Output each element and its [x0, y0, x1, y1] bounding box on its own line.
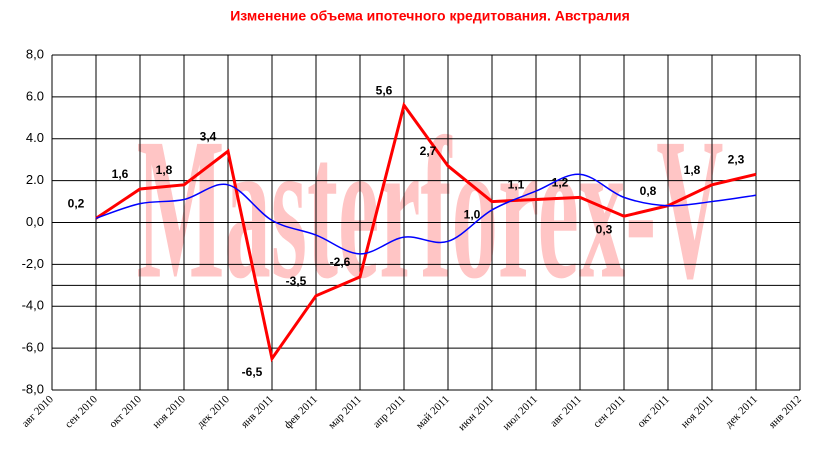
x-tick-label: авг 2011 — [548, 393, 584, 429]
x-tick-label: янв 2011 — [239, 393, 276, 430]
data-label: 3,4 — [200, 129, 217, 143]
x-tick-label: дек 2010 — [195, 393, 233, 431]
data-label: 5,6 — [376, 83, 393, 97]
x-tick-label: окт 2010 — [107, 393, 144, 430]
x-tick-label: янв 2012 — [767, 393, 804, 430]
data-label: 0,8 — [640, 184, 657, 198]
data-label: 2,7 — [420, 144, 437, 158]
data-label: 1,1 — [508, 178, 525, 192]
data-label: 1,2 — [552, 176, 569, 190]
y-tick-label: 2.0 — [26, 172, 44, 187]
y-tick-label: -2,0 — [22, 256, 44, 271]
x-tick-label: июн 2011 — [456, 393, 496, 433]
x-tick-label: авг 2010 — [20, 393, 57, 430]
data-label: 1,6 — [112, 167, 129, 181]
y-tick-label: -6,0 — [22, 340, 44, 355]
chart-title: Изменение объема ипотечного кредитования… — [230, 8, 630, 24]
data-label: 0,2 — [68, 196, 85, 210]
data-label: 1,8 — [684, 163, 701, 177]
x-tick-label: сен 2010 — [63, 393, 101, 431]
x-tick-label: мар 2011 — [326, 393, 364, 431]
line — [95, 101, 757, 363]
data-label: -3,5 — [286, 274, 307, 288]
data-label: 2,3 — [728, 153, 745, 167]
line — [95, 173, 757, 255]
y-tick-label: -4,0 — [22, 298, 44, 313]
x-tick-label: июл 2011 — [501, 393, 540, 432]
data-label: -6,5 — [242, 365, 263, 379]
x-tick-label: май 2011 — [414, 393, 452, 431]
y-tick-label: 8,0 — [26, 46, 44, 61]
x-tick-label: сен 2011 — [591, 393, 628, 430]
y-tick-label: 6.0 — [26, 88, 44, 103]
x-tick-label: ноя 2011 — [679, 393, 716, 430]
x-tick-label: ноя 2010 — [150, 393, 188, 431]
x-tick-label: апр 2011 — [371, 393, 408, 430]
x-tick-label: дек 2011 — [723, 393, 760, 430]
y-tick-label: 0,0 — [26, 214, 44, 229]
y-tick-label: -8,0 — [22, 381, 44, 396]
data-label: 0,3 — [596, 222, 613, 236]
x-tick-label: фев 2011 — [282, 393, 320, 431]
y-tick-label: 4.0 — [26, 130, 44, 145]
data-label: 1,8 — [156, 163, 173, 177]
x-tick-label: окт 2011 — [635, 393, 672, 430]
watermark: Masterforex-V — [137, 98, 724, 322]
data-label: 1,0 — [464, 208, 481, 222]
data-label: -2,6 — [330, 255, 351, 269]
